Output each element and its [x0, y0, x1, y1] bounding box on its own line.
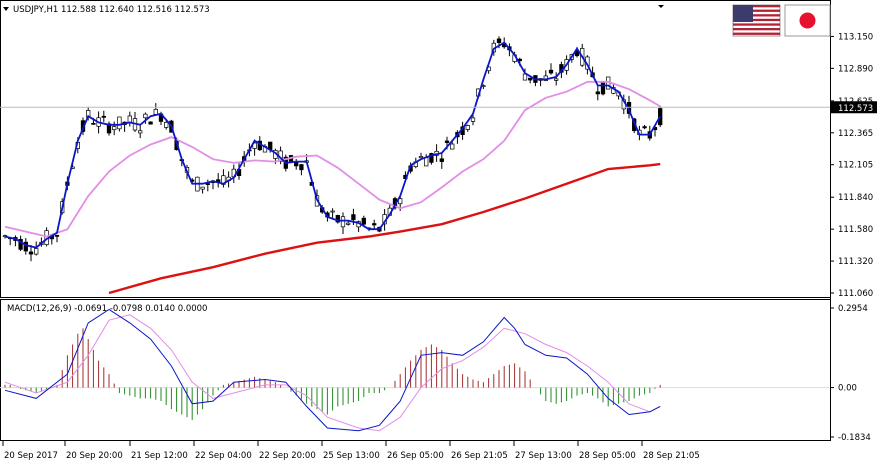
time-tick-label: 26 Sep 21:05 — [451, 451, 508, 461]
candle-body — [346, 222, 351, 225]
flag-stripe — [733, 28, 780, 31]
macd-header: MACD(12,26,9) -0.0691 -0.0798 0.0140 0.0… — [7, 304, 207, 314]
chart-menu-icon[interactable] — [3, 7, 9, 11]
candle-body — [34, 248, 39, 255]
time-tick-label: 28 Sep 05:00 — [579, 451, 636, 461]
ma-slow-line — [108, 162, 661, 295]
price-tick-label: 112.365 — [838, 129, 873, 139]
flag-stripe — [733, 14, 780, 17]
candle-body — [28, 251, 34, 255]
price-tick-label: 112.105 — [838, 161, 873, 171]
current-price-label: 112.573 — [838, 104, 873, 114]
axis-layer: 113.150112.890112.625112.365112.105111.8… — [2, 32, 877, 461]
candle-body — [528, 77, 533, 81]
flag-stripe — [733, 23, 780, 26]
candle-body — [424, 157, 429, 167]
time-tick-label: 25 Sep 13:00 — [323, 451, 380, 461]
candle-body — [600, 82, 606, 95]
us-flag-icon — [732, 4, 781, 37]
candle-body — [554, 78, 559, 81]
price-panel-border — [0, 0, 831, 298]
candle-body — [153, 108, 158, 115]
candle-body — [439, 158, 444, 162]
flag-stripe — [733, 5, 780, 8]
ma-fast-line — [4, 41, 661, 249]
price-layer — [0, 36, 830, 295]
candle-body — [595, 91, 600, 95]
candle-body — [205, 183, 210, 185]
candle-body — [450, 143, 455, 150]
candle-body — [164, 122, 169, 128]
time-tick-label: 22 Sep 04:00 — [195, 451, 252, 461]
price-tick-label: 111.580 — [838, 225, 873, 235]
candle-body — [91, 122, 96, 125]
macd-tick-label: 0.00 — [838, 384, 857, 394]
candle-body — [299, 164, 304, 171]
flag-stripe — [733, 32, 780, 35]
current-price-tag — [831, 101, 877, 114]
macd-signal-line — [4, 314, 661, 432]
time-tick-label: 27 Sep 13:00 — [515, 451, 572, 461]
time-tick-label: 20 Sep 20:00 — [66, 451, 123, 461]
flag-stripe — [733, 18, 780, 22]
macd-tick-label: 0.2954 — [838, 304, 868, 314]
candle-body — [23, 241, 28, 252]
candle-body — [340, 216, 346, 228]
candle-body — [351, 214, 356, 221]
price-tick-label: 111.320 — [838, 257, 873, 267]
macd-main-line — [4, 308, 661, 432]
candle-body — [429, 153, 434, 163]
candle-body — [330, 210, 335, 213]
candle-body — [117, 116, 122, 130]
candle-body — [496, 38, 502, 44]
candle-body — [54, 235, 60, 237]
candle-body — [574, 50, 580, 57]
candle-body — [372, 223, 377, 226]
time-tick-label: 20 Sep 2017 — [4, 451, 58, 461]
candle-body — [642, 126, 647, 129]
candle-body — [101, 115, 106, 118]
flag-stripe — [733, 9, 780, 12]
price-tick-label: 113.150 — [838, 32, 873, 42]
candle-body — [138, 130, 143, 134]
time-tick-label: 26 Sep 05:00 — [387, 451, 444, 461]
time-tick-label: 28 Sep 21:05 — [643, 451, 700, 461]
candle-body — [548, 69, 554, 74]
macd-menu-icon[interactable] — [658, 5, 664, 8]
candle-body — [112, 126, 117, 131]
candle-body — [335, 215, 340, 223]
candle-body — [444, 140, 450, 143]
candle-body — [418, 156, 424, 159]
candle-body — [470, 117, 476, 122]
price-tick-label: 112.890 — [838, 64, 873, 74]
macd-layer — [0, 308, 830, 432]
candle-body — [143, 113, 148, 119]
price-tick-label: 111.060 — [838, 289, 873, 299]
candle-body — [465, 125, 470, 130]
candle-body — [200, 186, 205, 190]
time-tick-label: 22 Sep 20:00 — [259, 451, 316, 461]
price-tick-label: 111.840 — [838, 193, 873, 203]
symbol-header: USDJPY,H1 112.588 112.640 112.516 112.57… — [13, 5, 210, 15]
japan-flag-icon — [784, 4, 831, 37]
candle-body — [148, 121, 153, 125]
time-tick-label: 21 Sep 12:00 — [131, 451, 188, 461]
macd-tick-label: -0.1834 — [838, 433, 871, 443]
candle-body — [398, 198, 403, 205]
candle-body — [361, 217, 366, 225]
candle-body — [18, 238, 23, 250]
ma-mid-line — [4, 80, 661, 238]
candle-body — [106, 123, 112, 134]
